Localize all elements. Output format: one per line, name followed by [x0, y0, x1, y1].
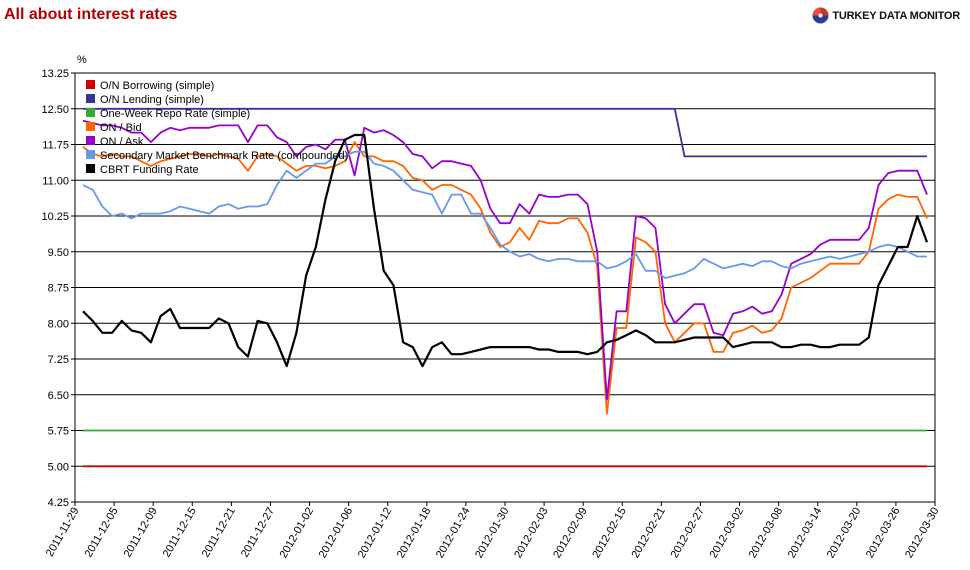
y-tick-label: 8.75	[48, 283, 69, 295]
x-tick-label: 2012-02-21	[629, 506, 668, 561]
y-tick-label: 10.25	[41, 211, 69, 223]
gridlines	[75, 72, 935, 503]
y-tick-label: 13.25	[41, 68, 69, 80]
series-line-5	[82, 150, 927, 279]
legend-swatch	[86, 122, 95, 131]
legend-swatch	[86, 164, 95, 173]
series-layer	[82, 107, 929, 468]
series-line-6	[82, 133, 929, 368]
legend-swatch	[86, 136, 95, 145]
legend-label: O/N Borrowing (simple)	[100, 80, 214, 92]
legend-label: ON / Bid	[100, 122, 142, 134]
legend: O/N Borrowing (simple) O/N Lending (simpl…	[86, 80, 348, 176]
page-title: All about interest rates	[4, 6, 178, 23]
legend-swatch	[86, 80, 95, 89]
x-tick-label: 2012-02-03	[512, 506, 551, 561]
x-tick-label: 2011-12-27	[239, 506, 277, 560]
x-tick-label: 2011-12-21	[200, 506, 238, 560]
y-tick-label: 5.75	[48, 426, 69, 438]
brand: TURKEY DATA MONITOR	[812, 7, 960, 24]
y-tick-label: 8.00	[48, 318, 69, 330]
legend-swatch	[86, 108, 95, 117]
x-tick-label: 2012-01-24	[434, 505, 473, 560]
x-tick-label: 2012-01-18	[395, 506, 434, 561]
x-tick-label: 2012-01-02	[278, 506, 317, 561]
y-axis-label: %	[77, 54, 87, 66]
y-tick-label: 11.75	[42, 140, 69, 152]
legend-label: O/N Lending (simple)	[100, 94, 204, 106]
x-tick-label: 2012-03-14	[786, 506, 825, 561]
brand-logo-icon	[812, 7, 829, 24]
x-tick-label: 2012-03-26	[864, 506, 903, 561]
legend-label: CBRT Funding Rate	[100, 164, 199, 176]
x-tick-label: 2012-01-12	[356, 506, 395, 561]
y-tick-label: 11.00	[42, 175, 69, 187]
series-line-3	[82, 141, 928, 415]
y-tick-label: 12.50	[41, 104, 69, 116]
x-tick-label: 2012-01-06	[317, 506, 356, 561]
y-tick-label: 5.00	[48, 461, 69, 473]
x-tick-label: 2012-02-09	[551, 506, 590, 561]
y-tick-label: 4.25	[48, 497, 69, 509]
series-line-1	[83, 107, 927, 158]
x-tick-label: 2011-12-09	[122, 506, 160, 560]
brand-name: TURKEY DATA MONITOR	[832, 9, 960, 22]
y-tick-label: 6.50	[48, 390, 69, 402]
y-tick-label: 9.50	[48, 247, 69, 259]
y-axis: 4.25 5.00 5.75 6.50 7.25 8.00 8.75 9.50 10.25 11.…	[41, 68, 75, 509]
legend-label: One-Week Repo Rate (simple)	[100, 108, 250, 120]
series-line-4	[82, 119, 928, 401]
x-tick-label: 2012-02-27	[669, 506, 708, 561]
x-tick-label: 2012-01-30	[473, 506, 512, 561]
y-tick-label: 7.25	[48, 354, 69, 366]
x-tick-label: 2012-02-15	[590, 506, 629, 561]
x-tick-label: 2011-12-15	[161, 506, 199, 560]
x-axis: 2011-11-29 2011-12-05 2011-12-09 2011-12-15…	[44, 502, 942, 560]
x-tick-label: 2012-03-08	[747, 506, 786, 561]
legend-swatch	[86, 94, 95, 103]
legend-label: Secondary Market Benchmark Rate (compoun…	[100, 150, 348, 162]
x-tick-label: 2011-12-05	[83, 506, 121, 560]
legend-label: ON / Ask	[100, 136, 144, 148]
x-tick-label: 2012-03-02	[708, 506, 747, 561]
x-tick-label: 2012-03-30	[903, 506, 942, 561]
x-tick-label: 2012-03-20	[825, 506, 864, 561]
legend-swatch	[86, 150, 95, 159]
x-tick-label: 2011-11-29	[44, 506, 82, 559]
